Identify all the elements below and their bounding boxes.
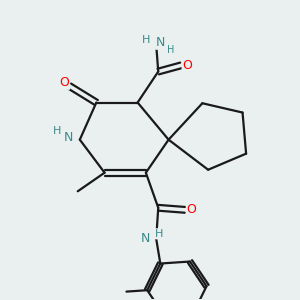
- Text: H: H: [167, 45, 174, 55]
- Text: N: N: [64, 131, 73, 144]
- Text: O: O: [182, 59, 192, 72]
- Text: H: H: [154, 229, 163, 239]
- Text: O: O: [186, 203, 196, 216]
- Text: H: H: [53, 126, 61, 136]
- Text: N: N: [141, 232, 151, 245]
- Text: O: O: [60, 76, 70, 89]
- Text: N: N: [156, 36, 165, 49]
- Text: H: H: [142, 35, 150, 45]
